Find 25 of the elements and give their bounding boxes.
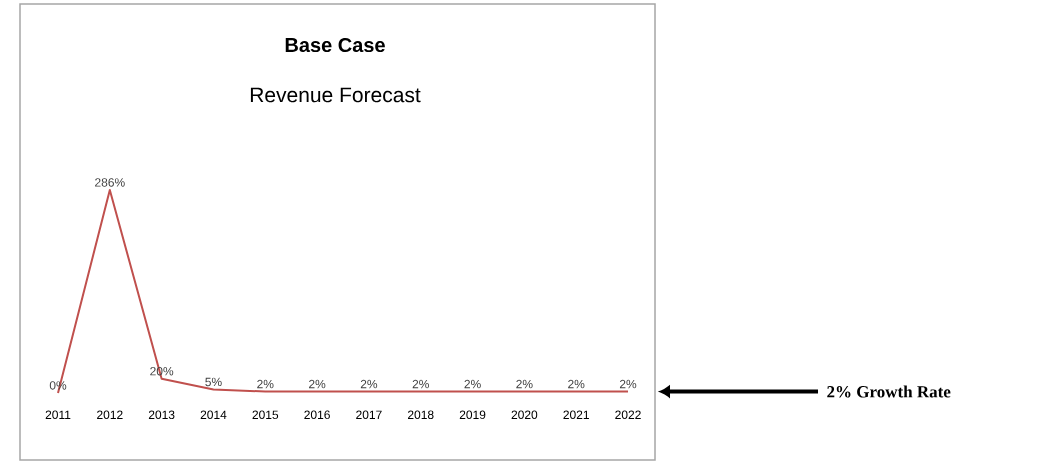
data-label: 286% xyxy=(95,178,125,187)
x-tick-label: 2013 xyxy=(148,410,175,420)
x-tick-label: 2016 xyxy=(304,410,330,420)
data-label: 2% xyxy=(619,379,637,389)
chart-title: Base Case xyxy=(285,37,385,53)
data-label: 2% xyxy=(309,379,326,389)
x-tick-label: 2014 xyxy=(200,410,227,420)
x-tick-label: 2022 xyxy=(615,410,641,420)
chart-subtitle: Revenue Forecast xyxy=(250,87,421,103)
data-label: 2% xyxy=(516,379,533,389)
data-label: 2% xyxy=(360,379,378,389)
data-label: 2% xyxy=(464,379,481,389)
x-tick-label: 2020 xyxy=(511,410,538,420)
x-tick-label: 2021 xyxy=(563,410,589,420)
data-label: 2% xyxy=(257,379,274,389)
data-label: 5% xyxy=(205,377,222,387)
data-label: 2% xyxy=(568,379,585,389)
x-tick-label: 2018 xyxy=(407,410,434,420)
text: 2% Growth Rate xyxy=(827,385,951,398)
x-tick-label: 2012 xyxy=(97,410,123,420)
x-tick-label: 2017 xyxy=(356,410,382,420)
x-tick-label: 2011 xyxy=(45,410,71,420)
data-label: 2% xyxy=(412,379,429,389)
x-tick-label: 2019 xyxy=(459,410,486,420)
x-tick-label: 2015 xyxy=(252,410,279,420)
